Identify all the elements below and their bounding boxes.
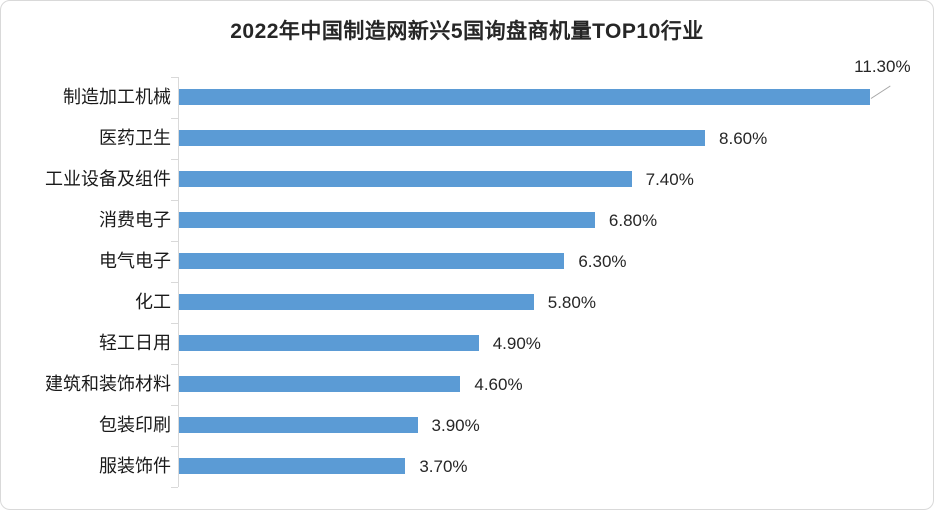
axis-tick bbox=[171, 282, 178, 283]
value-label: 5.80% bbox=[547, 293, 596, 312]
bar bbox=[179, 294, 534, 310]
bar bbox=[179, 253, 565, 269]
axis-tick bbox=[171, 118, 178, 119]
leader-line bbox=[870, 85, 891, 99]
value-label: 3.70% bbox=[419, 457, 468, 476]
bar-row: 5.80% bbox=[179, 282, 913, 323]
value-label: 6.30% bbox=[578, 252, 627, 271]
axis-tick bbox=[171, 241, 178, 242]
value-label: 4.90% bbox=[492, 334, 541, 353]
category-label: 制造加工机械 bbox=[63, 87, 171, 107]
bar bbox=[179, 171, 632, 187]
axis-tick bbox=[171, 77, 178, 78]
axis-tick bbox=[171, 364, 178, 365]
plot-area: 11.30% 8.60% 7.40% 6.80% 6.30% 5.80% 4.90% 4.60… bbox=[171, 57, 913, 488]
bar bbox=[179, 417, 418, 433]
bar-row: 8.60% bbox=[179, 118, 913, 159]
category-label: 化工 bbox=[135, 292, 171, 312]
category-label: 轻工日用 bbox=[99, 333, 171, 353]
category-label: 服装饰件 bbox=[99, 456, 171, 476]
category-label: 消费电子 bbox=[99, 210, 171, 230]
bar-row: 11.30% bbox=[179, 57, 913, 118]
category-label: 电气电子 bbox=[99, 251, 171, 271]
bar bbox=[179, 376, 461, 392]
category-axis-labels: 制造加工机械医药卫生工业设备及组件消费电子电气电子化工轻工日用建筑和装饰材料包装… bbox=[1, 77, 171, 487]
chart-title: 2022年中国制造网新兴5国询盘商机量TOP10行业 bbox=[230, 20, 704, 43]
category-label: 工业设备及组件 bbox=[45, 169, 171, 189]
category-label: 医药卫生 bbox=[99, 128, 171, 148]
value-label: 3.90% bbox=[431, 416, 480, 435]
bar bbox=[179, 89, 871, 105]
bar bbox=[179, 212, 595, 228]
bar-row: 6.30% bbox=[179, 241, 913, 282]
bar bbox=[179, 335, 479, 351]
bar bbox=[179, 130, 706, 146]
bar-row: 4.90% bbox=[179, 323, 913, 364]
axis-tick bbox=[171, 159, 178, 160]
value-label: 4.60% bbox=[474, 375, 523, 394]
bar-row: 3.70% bbox=[179, 446, 913, 487]
value-label: 6.80% bbox=[608, 211, 658, 230]
category-label: 包装印刷 bbox=[99, 415, 171, 435]
value-label: 7.40% bbox=[645, 170, 694, 189]
bar-row: 4.60% bbox=[179, 364, 913, 405]
value-label: 8.60% bbox=[719, 129, 768, 148]
bar-row: 7.40% bbox=[179, 159, 913, 200]
axis-tick bbox=[171, 200, 178, 201]
axis-tick bbox=[171, 405, 178, 406]
bar bbox=[179, 458, 406, 474]
axis-tick bbox=[171, 323, 178, 324]
category-label: 建筑和装饰材料 bbox=[45, 374, 171, 394]
value-label: 11.30% bbox=[854, 57, 911, 76]
axis-tick bbox=[171, 446, 178, 447]
bar-row: 3.90% bbox=[179, 405, 913, 446]
bar-row: 6.80% bbox=[179, 200, 913, 241]
axis-tick bbox=[171, 487, 178, 488]
